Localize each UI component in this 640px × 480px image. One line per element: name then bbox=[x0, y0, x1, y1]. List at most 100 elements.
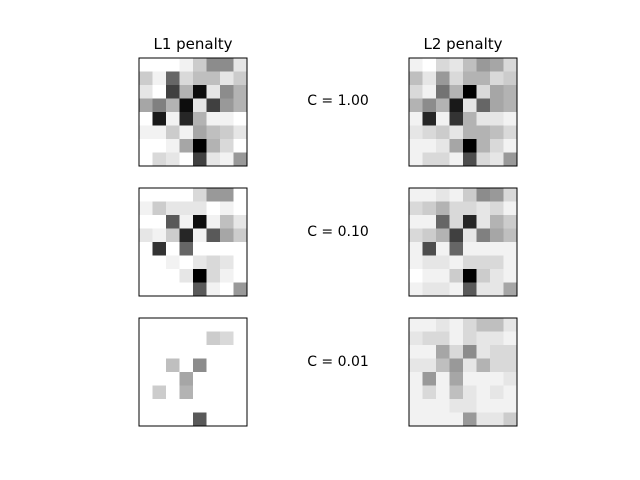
heatmap-frame bbox=[138, 317, 248, 427]
heatmap-cell bbox=[206, 201, 221, 216]
heatmap-cell bbox=[179, 125, 194, 140]
heatmap-cell bbox=[166, 58, 180, 72]
heatmap-cell bbox=[449, 318, 464, 332]
heatmap-cell bbox=[193, 269, 207, 283]
heatmap-cell bbox=[139, 58, 153, 72]
heatmap-cell bbox=[152, 269, 167, 283]
heatmap-cell bbox=[409, 242, 423, 256]
heatmap-cell bbox=[476, 318, 491, 332]
heatmap-cell bbox=[449, 358, 464, 373]
heatmap-cell bbox=[490, 58, 504, 72]
heatmap-cell bbox=[206, 58, 221, 72]
heatmap-cell bbox=[166, 139, 180, 153]
heatmap-cell bbox=[490, 255, 504, 270]
heatmap-cell bbox=[503, 139, 518, 153]
heatmap-cell bbox=[463, 385, 477, 400]
heatmap-cell bbox=[139, 345, 153, 359]
heatmap-cell bbox=[220, 358, 234, 373]
heatmap-cell bbox=[166, 242, 180, 256]
heatmap-cell bbox=[193, 98, 207, 113]
heatmap-cell bbox=[152, 201, 167, 216]
heatmap-cell bbox=[193, 228, 207, 243]
heatmap-cell bbox=[436, 318, 450, 332]
heatmap-cell bbox=[422, 399, 437, 413]
heatmap-cell bbox=[166, 345, 180, 359]
heatmap-cell bbox=[139, 385, 153, 400]
heatmap-cell bbox=[220, 125, 234, 140]
heatmap-cell bbox=[220, 345, 234, 359]
heatmap-cell bbox=[422, 345, 437, 359]
heatmap-cell bbox=[409, 345, 423, 359]
heatmap-cell bbox=[193, 345, 207, 359]
heatmap-cell bbox=[233, 139, 248, 153]
heatmap-cell bbox=[449, 282, 464, 297]
heatmap-cell bbox=[449, 399, 464, 413]
heatmap-cell bbox=[503, 125, 518, 140]
heatmap-cell bbox=[476, 125, 491, 140]
heatmap-cell bbox=[233, 372, 248, 386]
heatmap-cell bbox=[503, 345, 518, 359]
heatmap-cell bbox=[166, 318, 180, 332]
heatmap-cell bbox=[463, 318, 477, 332]
heatmap-cell bbox=[449, 71, 464, 86]
heatmap-cell bbox=[206, 188, 221, 202]
heatmap-cell bbox=[490, 399, 504, 413]
heatmap-cell bbox=[139, 125, 153, 140]
heatmap-cell bbox=[436, 215, 450, 229]
heatmap-cell bbox=[503, 85, 518, 99]
heatmap-cell bbox=[179, 242, 194, 256]
heatmap-cell bbox=[449, 372, 464, 386]
heatmap-cell bbox=[193, 255, 207, 270]
heatmap-cell bbox=[179, 139, 194, 153]
heatmap-cell bbox=[233, 358, 248, 373]
heatmap-cell bbox=[179, 345, 194, 359]
heatmap-cell bbox=[476, 201, 491, 216]
heatmap-cell bbox=[449, 201, 464, 216]
heatmap-cell bbox=[449, 112, 464, 126]
heatmap-cell bbox=[476, 242, 491, 256]
heatmap-cell bbox=[152, 345, 167, 359]
heatmap-cell bbox=[463, 85, 477, 99]
heatmap-cell bbox=[166, 188, 180, 202]
heatmap-cell bbox=[139, 358, 153, 373]
heatmap-cell bbox=[409, 152, 423, 167]
heatmap-cell bbox=[449, 85, 464, 99]
heatmap-cell bbox=[422, 152, 437, 167]
heatmap-cell bbox=[436, 385, 450, 400]
heatmap-cell bbox=[220, 112, 234, 126]
heatmap-cell bbox=[463, 125, 477, 140]
heatmap-cell bbox=[503, 331, 518, 346]
heatmap-cell bbox=[193, 201, 207, 216]
heatmap-cell bbox=[206, 125, 221, 140]
heatmap-cell bbox=[220, 139, 234, 153]
heatmap-cell bbox=[409, 385, 423, 400]
heatmap-cell bbox=[503, 215, 518, 229]
heatmap-cell bbox=[220, 188, 234, 202]
heatmap-cell bbox=[436, 399, 450, 413]
heatmap-cell bbox=[463, 112, 477, 126]
heatmap-cell bbox=[490, 372, 504, 386]
heatmap-cell bbox=[220, 282, 234, 297]
heatmap-cell bbox=[152, 318, 167, 332]
heatmap-cell bbox=[409, 255, 423, 270]
heatmap-cell bbox=[220, 385, 234, 400]
l1-penalty-title: L1 penalty bbox=[153, 35, 232, 53]
heatmap-cell bbox=[436, 58, 450, 72]
heatmap-cell bbox=[490, 318, 504, 332]
heatmap-cell bbox=[166, 228, 180, 243]
heatmap-cell bbox=[490, 71, 504, 86]
heatmap-cell bbox=[449, 345, 464, 359]
heatmap-cell bbox=[220, 269, 234, 283]
heatmap-cell bbox=[166, 282, 180, 297]
heatmap-cell bbox=[206, 372, 221, 386]
heatmap-cell bbox=[220, 255, 234, 270]
heatmap-cell bbox=[152, 188, 167, 202]
heatmap-l1-c-0-01 bbox=[138, 317, 248, 427]
heatmap-cell bbox=[409, 282, 423, 297]
heatmap-cell bbox=[436, 345, 450, 359]
heatmap-cell bbox=[503, 318, 518, 332]
heatmap-cell bbox=[449, 58, 464, 72]
heatmap-cell bbox=[220, 242, 234, 256]
heatmap-cell bbox=[449, 125, 464, 140]
